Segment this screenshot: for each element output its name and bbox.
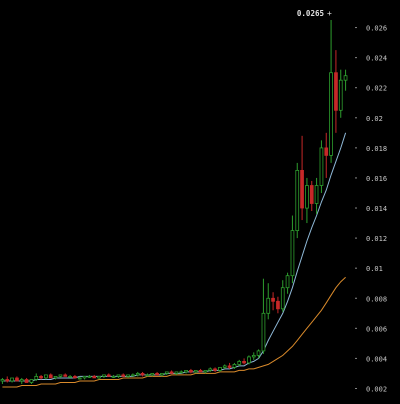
candle-body xyxy=(140,372,145,376)
ma-short-layer xyxy=(2,132,347,382)
candle-body xyxy=(155,372,159,376)
candle-body xyxy=(280,287,285,310)
high-annotation: 0.0265 + xyxy=(297,9,332,18)
candle-body xyxy=(285,275,290,289)
candle-body xyxy=(44,374,48,379)
candle-body xyxy=(271,297,275,302)
candles-layer xyxy=(0,20,348,384)
candle-body xyxy=(58,374,63,377)
candle-body xyxy=(319,147,324,186)
y-tick-label: 0.004 xyxy=(366,355,387,363)
candle-body xyxy=(48,374,53,379)
candle-body xyxy=(203,369,208,373)
candle-body xyxy=(160,372,164,376)
candle-body xyxy=(276,300,280,310)
y-tick-label: 0.014 xyxy=(366,205,387,213)
candle-body xyxy=(164,371,169,374)
y-tick-label: 0.024 xyxy=(366,55,387,63)
candle-body xyxy=(102,374,106,377)
ma-long-line xyxy=(2,276,346,388)
candle-body xyxy=(242,360,246,364)
candle-body xyxy=(329,72,333,156)
y-tick-label: 0.008 xyxy=(366,295,387,303)
candle-body xyxy=(97,375,101,379)
candle-body xyxy=(324,147,329,156)
candle-body xyxy=(135,372,140,376)
y-tick-label: 0.016 xyxy=(366,175,387,183)
candle-body xyxy=(305,185,309,209)
candle-body xyxy=(290,230,295,277)
candle-body xyxy=(87,375,92,378)
ma-short-line xyxy=(2,132,347,382)
candle-body xyxy=(218,366,222,371)
candle-body xyxy=(193,369,198,373)
candle-body xyxy=(145,374,150,377)
candle-body xyxy=(53,375,58,379)
candle-body xyxy=(198,369,203,373)
candle-body xyxy=(63,374,68,377)
candle-body xyxy=(82,375,87,379)
candle-body xyxy=(73,375,77,379)
candle-body xyxy=(213,368,217,371)
candle-body xyxy=(10,377,14,382)
candle-body xyxy=(29,379,34,383)
candle-body xyxy=(121,374,126,377)
candle-body xyxy=(300,169,304,209)
candle-body xyxy=(77,377,82,380)
y-tick-label: 0.018 xyxy=(366,145,387,153)
y-axis: 0.026 0.024 0.022 0.02 0.018 0.016 0.014 0.012 0… xyxy=(355,25,387,394)
candle-body xyxy=(24,379,29,383)
high-annotation-label: 0.0265 xyxy=(297,9,324,18)
y-tick-label: 0.02 xyxy=(366,115,383,123)
candle-body xyxy=(179,371,184,374)
candle-body xyxy=(150,372,155,376)
candle-body xyxy=(116,374,121,377)
candle-body xyxy=(39,375,43,379)
candle-body xyxy=(131,374,135,377)
y-tick-label: 0.022 xyxy=(366,85,387,93)
candle-body xyxy=(261,312,266,352)
candle-body xyxy=(184,369,188,373)
candle-body xyxy=(338,79,343,111)
candle-body xyxy=(237,360,242,365)
candle-body xyxy=(251,354,256,358)
candle-body xyxy=(15,377,19,382)
candle-body xyxy=(256,350,261,356)
candle-body xyxy=(19,379,24,382)
candle-body xyxy=(5,379,10,382)
candle-body xyxy=(334,72,338,111)
candle-body xyxy=(227,365,232,368)
candle-body xyxy=(174,371,179,374)
candle-body xyxy=(232,363,237,368)
candle-body xyxy=(106,374,111,377)
ma-long-layer xyxy=(2,276,346,388)
candle-body xyxy=(295,169,300,231)
candle-body xyxy=(343,75,348,81)
candle-body xyxy=(247,356,251,364)
candle-body xyxy=(68,375,72,378)
y-tick-label: 0.002 xyxy=(366,386,387,394)
y-tick-label: 0.026 xyxy=(366,25,387,33)
candle-body xyxy=(126,374,130,377)
candle-body xyxy=(0,379,5,382)
y-tick-label: 0.01 xyxy=(366,265,383,273)
candle-body xyxy=(208,368,213,371)
candle-body xyxy=(111,375,116,378)
candle-body xyxy=(266,297,271,314)
candle-body xyxy=(92,375,97,379)
y-tick-label: 0.006 xyxy=(366,325,387,333)
high-annotation-arrow: + xyxy=(327,9,332,18)
candle-body xyxy=(309,185,314,204)
candle-body xyxy=(169,371,174,374)
candle-body xyxy=(314,185,319,204)
y-tick-label: 0.012 xyxy=(366,235,387,243)
candle-body xyxy=(222,365,227,368)
candle-body xyxy=(34,375,39,380)
candle-body xyxy=(189,369,193,373)
